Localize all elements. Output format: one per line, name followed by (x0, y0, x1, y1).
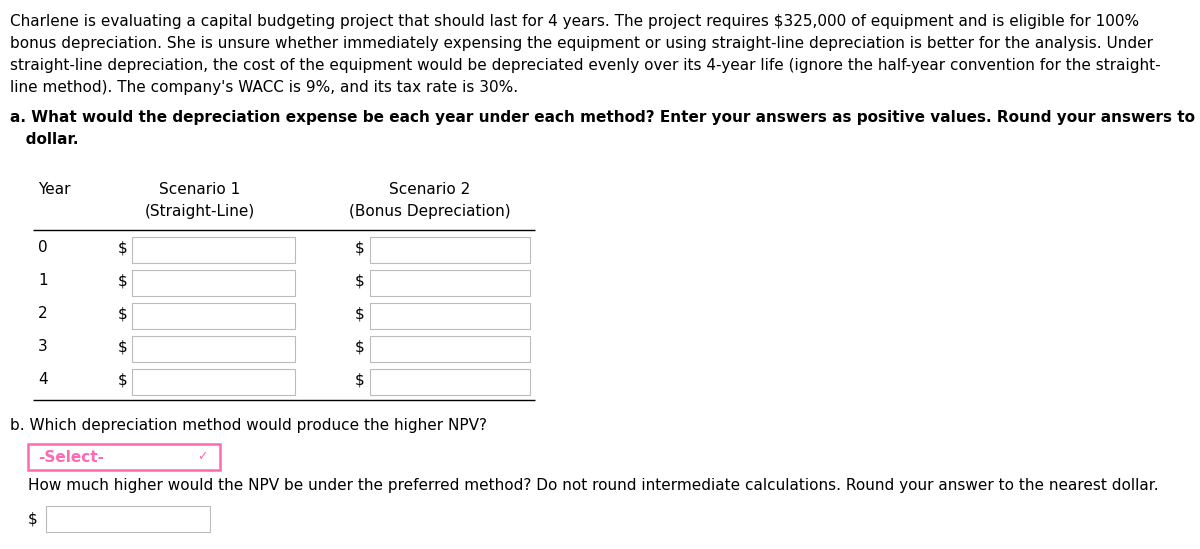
Text: ✓: ✓ (197, 451, 208, 463)
Text: 3: 3 (38, 339, 48, 354)
Bar (370, 369, 530, 395)
Text: 1: 1 (38, 273, 48, 288)
Text: Scenario 2: Scenario 2 (389, 182, 470, 197)
Text: b. Which depreciation method would produce the higher NPV?: b. Which depreciation method would produ… (10, 418, 487, 433)
Text: $: $ (355, 306, 365, 321)
Text: a. What would the depreciation expense be each year under each method? Enter you: a. What would the depreciation expense b… (10, 110, 1200, 125)
Text: dollar.: dollar. (10, 132, 78, 147)
Bar (370, 303, 530, 329)
Text: $: $ (118, 306, 127, 321)
Text: straight-line depreciation, the cost of the equipment would be depreciated evenl: straight-line depreciation, the cost of … (10, 58, 1160, 73)
Text: How much higher would the NPV be under the preferred method? Do not round interm: How much higher would the NPV be under t… (28, 478, 1159, 493)
Bar (132, 303, 295, 329)
Text: $: $ (355, 372, 365, 388)
Text: $: $ (28, 512, 37, 526)
Text: Charlene is evaluating a capital budgeting project that should last for 4 years.: Charlene is evaluating a capital budgeti… (10, 14, 1139, 29)
Bar (28, 444, 220, 470)
Text: $: $ (355, 339, 365, 354)
Bar (132, 270, 295, 296)
Text: $: $ (118, 372, 127, 388)
Text: $: $ (355, 240, 365, 255)
Bar (46, 506, 210, 532)
Text: Year: Year (38, 182, 71, 197)
Text: line method). The company's WACC is 9%, and its tax rate is 30%.: line method). The company's WACC is 9%, … (10, 80, 518, 95)
Bar (132, 369, 295, 395)
Text: 0: 0 (38, 240, 48, 255)
Text: $: $ (118, 339, 127, 354)
Text: 2: 2 (38, 306, 48, 321)
Text: 4: 4 (38, 372, 48, 388)
Text: (Bonus Depreciation): (Bonus Depreciation) (349, 204, 511, 219)
Text: Scenario 1: Scenario 1 (160, 182, 241, 197)
Bar (370, 336, 530, 362)
Text: -Select-: -Select- (38, 450, 104, 464)
Text: $: $ (118, 273, 127, 288)
Bar (370, 270, 530, 296)
Text: $: $ (355, 273, 365, 288)
Text: $: $ (118, 240, 127, 255)
Bar (132, 237, 295, 263)
Text: (Straight-Line): (Straight-Line) (145, 204, 256, 219)
Bar (132, 336, 295, 362)
Text: bonus depreciation. She is unsure whether immediately expensing the equipment or: bonus depreciation. She is unsure whethe… (10, 36, 1153, 51)
Bar (370, 237, 530, 263)
